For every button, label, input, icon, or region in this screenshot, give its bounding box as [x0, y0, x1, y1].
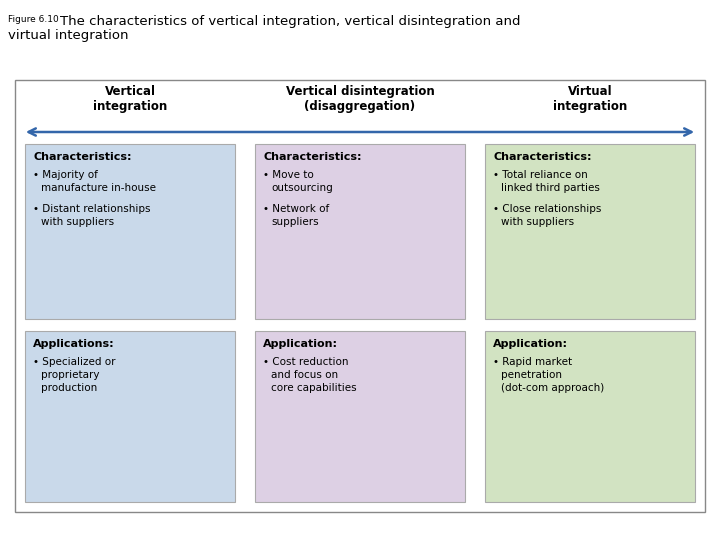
Text: core capabilities: core capabilities	[271, 383, 356, 393]
Text: (dot-com approach): (dot-com approach)	[501, 383, 604, 393]
Text: Applications:: Applications:	[33, 339, 114, 349]
Text: Characteristics:: Characteristics:	[33, 152, 132, 162]
Text: • Specialized or: • Specialized or	[33, 357, 115, 367]
Bar	[255, 144, 465, 319]
Text: virtual integration: virtual integration	[8, 29, 128, 42]
Text: production: production	[41, 383, 97, 393]
Text: • Majority of: • Majority of	[33, 170, 98, 180]
Text: and focus on: and focus on	[271, 370, 338, 380]
Bar	[25, 331, 235, 502]
Text: proprietary: proprietary	[41, 370, 99, 380]
Text: linked third parties: linked third parties	[501, 183, 600, 193]
Text: with suppliers: with suppliers	[501, 217, 574, 227]
Text: Vertical disintegration
(disaggregation): Vertical disintegration (disaggregation)	[286, 85, 434, 113]
Bar	[255, 331, 465, 502]
Text: Characteristics:: Characteristics:	[263, 152, 361, 162]
Text: The characteristics of vertical integration, vertical disintegration and: The characteristics of vertical integrat…	[60, 15, 521, 28]
Text: • Network of: • Network of	[263, 204, 329, 214]
Text: suppliers: suppliers	[271, 217, 319, 227]
Bar	[15, 80, 705, 512]
Bar	[485, 331, 695, 502]
Text: Application:: Application:	[263, 339, 338, 349]
Text: Virtual
integration: Virtual integration	[553, 85, 627, 113]
Text: • Distant relationships: • Distant relationships	[33, 204, 150, 214]
Text: • Cost reduction: • Cost reduction	[263, 357, 348, 367]
Text: • Total reliance on: • Total reliance on	[493, 170, 588, 180]
Text: manufacture in-house: manufacture in-house	[41, 183, 156, 193]
Bar	[485, 144, 695, 319]
Bar	[25, 144, 235, 319]
Text: • Rapid market: • Rapid market	[493, 357, 572, 367]
Text: • Close relationships: • Close relationships	[493, 204, 601, 214]
Text: Vertical
integration: Vertical integration	[93, 85, 167, 113]
Text: penetration: penetration	[501, 370, 562, 380]
Text: with suppliers: with suppliers	[41, 217, 114, 227]
Text: Characteristics:: Characteristics:	[493, 152, 592, 162]
Text: Figure 6.10: Figure 6.10	[8, 15, 59, 24]
Text: outsourcing: outsourcing	[271, 183, 333, 193]
Text: Application:: Application:	[493, 339, 568, 349]
Text: • Move to: • Move to	[263, 170, 314, 180]
